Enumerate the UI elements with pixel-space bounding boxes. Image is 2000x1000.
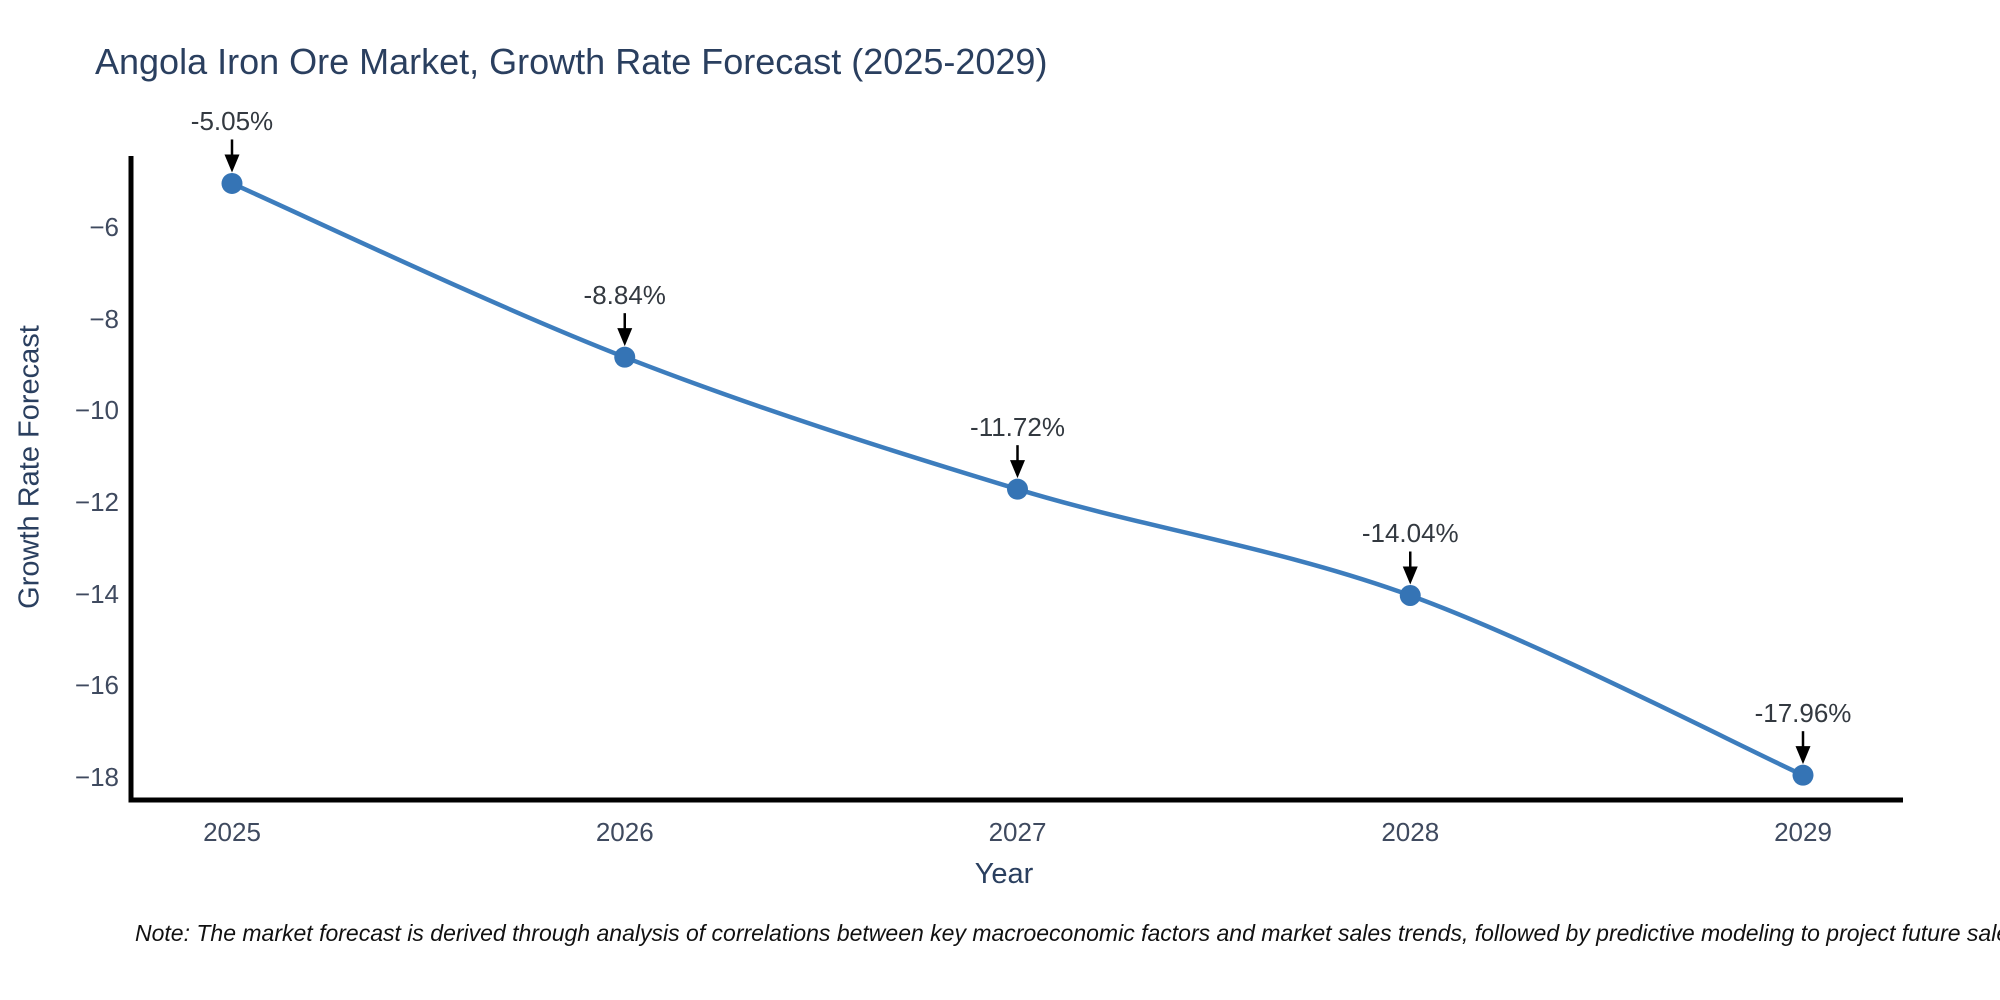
x-tick-2028: 2028: [1381, 817, 1440, 847]
annotation-arrow-head: [1402, 566, 1418, 585]
point-label-2029: -17.96%: [1754, 698, 1852, 729]
chart-title: Angola Iron Ore Market, Growth Rate Fore…: [95, 41, 1048, 82]
point-label-2027: -11.72%: [970, 412, 1065, 443]
y-tick-−10: −10: [74, 395, 119, 426]
data-point-2026[interactable]: [614, 346, 636, 368]
y-tick-−14: −14: [74, 578, 119, 609]
footnote: Note: The market forecast is derived thr…: [135, 920, 2000, 946]
y-tick-−12: −12: [74, 486, 119, 517]
data-point-2028[interactable]: [1399, 584, 1421, 606]
annotation-arrow-head: [1795, 746, 1811, 765]
data-point-2025[interactable]: [221, 172, 243, 194]
data-point-2027[interactable]: [1007, 478, 1028, 500]
x-tick-2026: 2026: [595, 817, 654, 847]
point-label-2026: -8.84%: [583, 280, 666, 311]
x-tick-2029: 2029: [1774, 817, 1832, 847]
x-axis-title: Year: [974, 858, 1034, 890]
y-tick-−18: −18: [74, 761, 119, 792]
point-label-2028: -14.04%: [1361, 518, 1459, 549]
point-label-2025: -5.05%: [190, 106, 274, 137]
x-tick-2027: 2027: [988, 817, 1047, 847]
y-tick-−8: −8: [89, 303, 119, 334]
annotation-arrow-head: [617, 328, 633, 347]
y-tick-−6: −6: [89, 212, 119, 242]
annotation-arrow-head: [1010, 460, 1025, 479]
data-point-2029[interactable]: [1792, 764, 1814, 786]
x-tick-2025: 2025: [203, 817, 261, 847]
annotation-arrow-head: [224, 154, 240, 173]
y-tick-−16: −16: [74, 670, 119, 701]
